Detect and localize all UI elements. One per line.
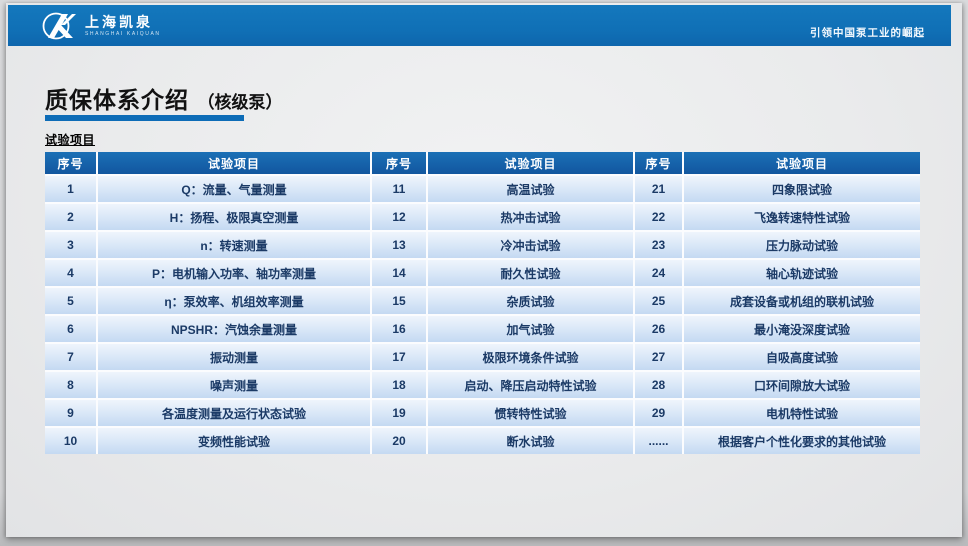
test-item-cell: 高温试验 [428,176,633,202]
row-number-cell: 26 [635,316,682,342]
test-item-cell: 断水试验 [428,428,633,454]
test-item-cell: 冷冲击试验 [428,232,633,258]
row-number-cell: 2 [45,204,96,230]
col-header-no: 序号 [635,152,682,174]
row-number-cell: 10 [45,428,96,454]
row-number-cell: 11 [372,176,426,202]
page-title: 质保体系介绍 （核级泵） [45,81,282,115]
row-number-cell: 1 [45,176,96,202]
row-number-cell: 12 [372,204,426,230]
test-item-cell: 压力脉动试验 [684,232,920,258]
test-item-cell: 口环间隙放大试验 [684,372,920,398]
row-number-cell: 13 [372,232,426,258]
row-number-cell: 29 [635,400,682,426]
brand-name-cn: 上海凯泉 [85,14,153,30]
test-item-cell: H：扬程、极限真空测量 [98,204,370,230]
section-label: 试验项目 [45,133,96,147]
row-number-cell: 7 [45,344,96,370]
test-item-cell: 变频性能试验 [98,428,370,454]
row-number-cell: 28 [635,372,682,398]
page-title-main: 质保体系介绍 [45,87,189,113]
test-item-cell: 热冲击试验 [428,204,633,230]
test-item-cell: 根据客户个性化要求的其他试验 [684,428,920,454]
test-item-cell: 各温度测量及运行状态试验 [98,400,370,426]
test-item-cell: 成套设备或机组的联机试验 [684,288,920,314]
test-item-cell: 噪声测量 [98,372,370,398]
test-item-cell: NPSHR：汽蚀余量测量 [98,316,370,342]
row-number-cell: 16 [372,316,426,342]
test-item-cell: 轴心轨迹试验 [684,260,920,286]
top-banner: 上海凯泉 SHANGHAI KAIQUAN 引领中国泵工业的崛起 [8,5,951,46]
brand-text: 上海凯泉 SHANGHAI KAIQUAN [85,15,161,37]
banner-slogan: 引领中国泵工业的崛起 [810,27,925,39]
test-items-table: 序号 试验项目 序号 试验项目 序号 试验项目 1 Q：流量、气量测量 11 高温试验 21 四象限试… [45,152,920,454]
row-number-cell: 24 [635,260,682,286]
brand-name-en: SHANGHAI KAIQUAN [85,31,161,37]
page-title-sub: （核级泵） [197,93,283,112]
slide-canvas: 上海凯泉 SHANGHAI KAIQUAN 引领中国泵工业的崛起 质保体系介绍 … [6,3,962,537]
test-item-cell: 振动测量 [98,344,370,370]
test-item-cell: 电机特性试验 [684,400,920,426]
col-header-item: 试验项目 [98,152,370,174]
row-number-cell: ...... [635,428,682,454]
test-item-cell: 启动、降压启动特性试验 [428,372,633,398]
kaiquan-logo-icon [42,10,78,42]
test-item-cell: 最小淹没深度试验 [684,316,920,342]
test-item-cell: n：转速测量 [98,232,370,258]
test-item-cell: 加气试验 [428,316,633,342]
col-header-no: 序号 [372,152,426,174]
col-header-item: 试验项目 [684,152,920,174]
row-number-cell: 15 [372,288,426,314]
test-item-cell: 自吸高度试验 [684,344,920,370]
test-item-cell: 四象限试验 [684,176,920,202]
title-underline-bar [45,115,244,121]
row-number-cell: 19 [372,400,426,426]
row-number-cell: 23 [635,232,682,258]
test-item-cell: 飞逸转速特性试验 [684,204,920,230]
row-number-cell: 5 [45,288,96,314]
row-number-cell: 9 [45,400,96,426]
row-number-cell: 25 [635,288,682,314]
row-number-cell: 20 [372,428,426,454]
test-item-cell: Q：流量、气量测量 [98,176,370,202]
row-number-cell: 8 [45,372,96,398]
test-item-cell: 惯转特性试验 [428,400,633,426]
row-number-cell: 27 [635,344,682,370]
col-header-item: 试验项目 [428,152,633,174]
col-header-no: 序号 [45,152,96,174]
row-number-cell: 3 [45,232,96,258]
test-item-cell: 极限环境条件试验 [428,344,633,370]
brand-block: 上海凯泉 SHANGHAI KAIQUAN [42,10,161,42]
row-number-cell: 18 [372,372,426,398]
test-item-cell: P：电机输入功率、轴功率测量 [98,260,370,286]
row-number-cell: 17 [372,344,426,370]
test-item-cell: η：泵效率、机组效率测量 [98,288,370,314]
row-number-cell: 14 [372,260,426,286]
test-item-cell: 耐久性试验 [428,260,633,286]
test-item-cell: 杂质试验 [428,288,633,314]
row-number-cell: 22 [635,204,682,230]
row-number-cell: 4 [45,260,96,286]
row-number-cell: 6 [45,316,96,342]
row-number-cell: 21 [635,176,682,202]
